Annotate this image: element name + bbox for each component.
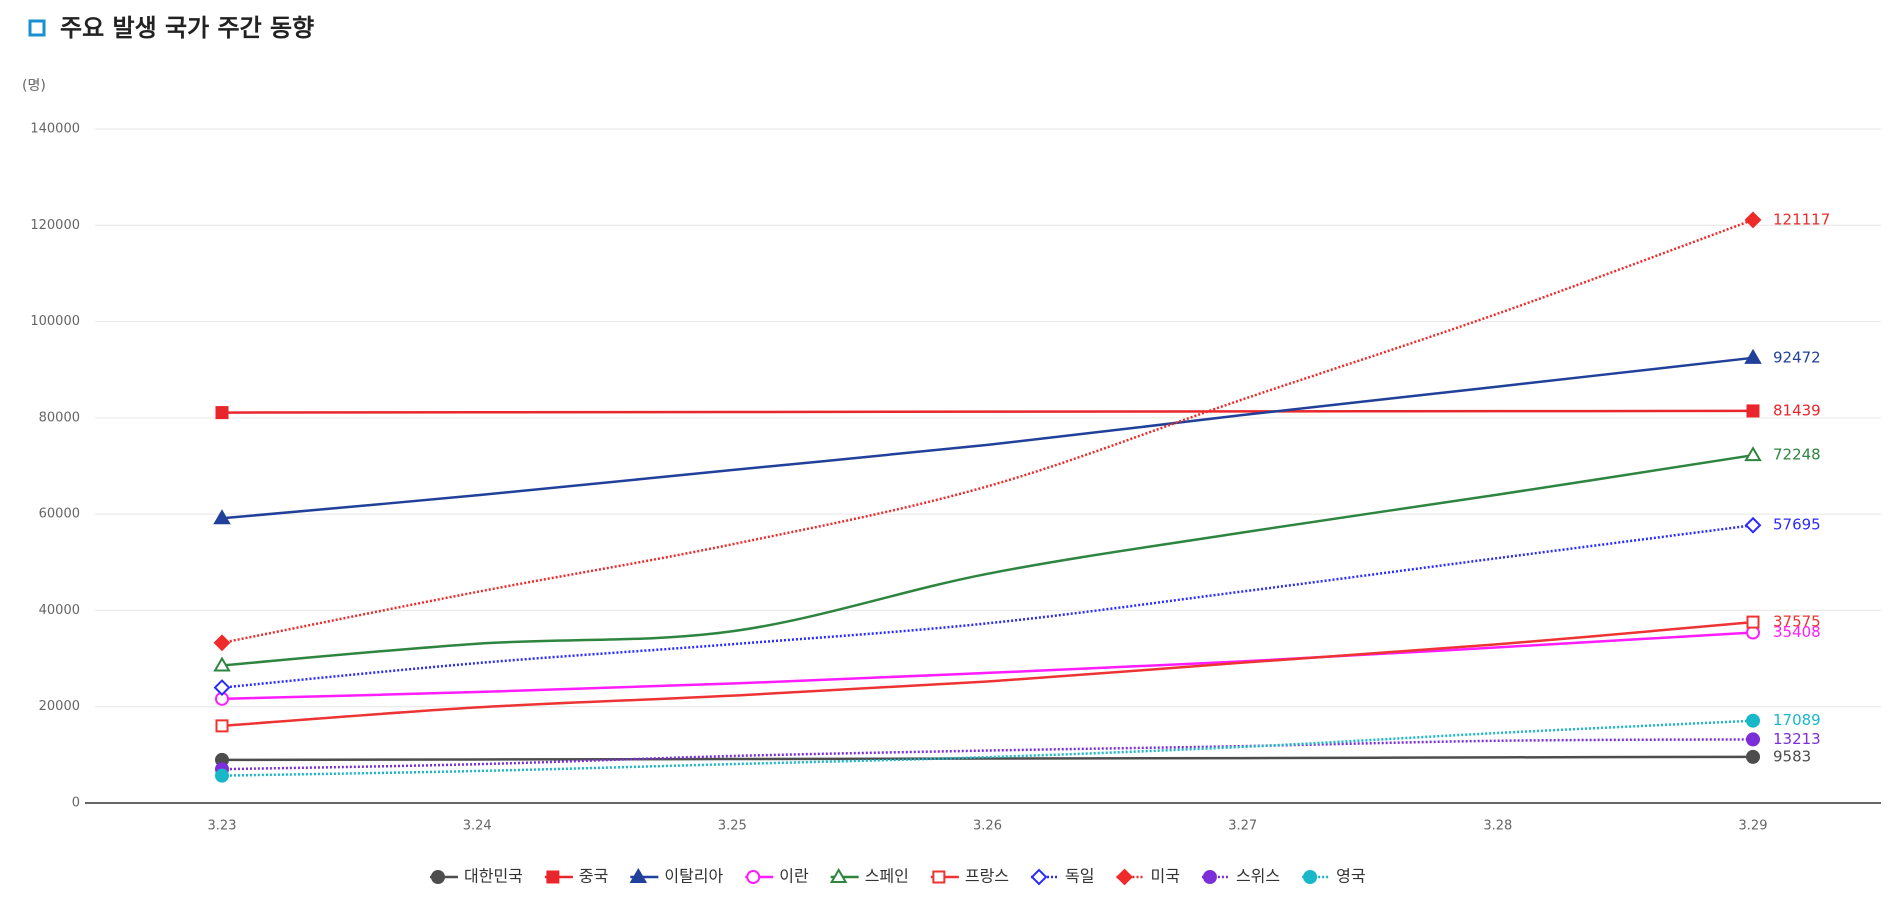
data-label: 9583 [1773, 747, 1811, 765]
data-label: 72248 [1773, 446, 1821, 464]
series-line [221, 409, 1754, 414]
legend-item[interactable]: 독일 [1030, 867, 1094, 886]
marker [1030, 868, 1048, 886]
y-tick-label: 40000 [39, 603, 80, 618]
data-label: 37575 [1773, 613, 1821, 631]
marker [213, 509, 231, 525]
marker [629, 868, 648, 883]
legend-label: 영국 [1336, 867, 1365, 886]
marker [1303, 870, 1318, 884]
y-unit: (명) [22, 78, 46, 94]
x-tick-label: 3.27 [1228, 819, 1257, 834]
marker [213, 634, 231, 652]
marker [1746, 615, 1760, 629]
legend-item[interactable]: 미국 [1116, 867, 1180, 886]
series-line [221, 738, 1754, 771]
marker [1746, 732, 1760, 747]
y-tick-label: 20000 [39, 699, 80, 714]
legend-item[interactable]: 스위스 [1201, 867, 1280, 886]
data-label: 17089 [1773, 711, 1821, 729]
marker [213, 656, 231, 672]
series-line [221, 755, 1754, 762]
marker [1116, 868, 1133, 886]
x-tick-label: 3.23 [208, 819, 237, 834]
marker [1746, 404, 1760, 418]
marker [1744, 348, 1762, 364]
marker [932, 870, 946, 884]
series-line [221, 453, 1754, 667]
legend-label: 스위스 [1236, 867, 1280, 886]
title-icon [28, 19, 46, 37]
legend-item[interactable]: 이란 [745, 867, 809, 886]
x-tick-label: 3.26 [973, 819, 1002, 834]
data-label: 13213 [1773, 730, 1821, 748]
marker [829, 868, 848, 883]
marker [213, 679, 231, 696]
y-tick-label: 0 [72, 796, 80, 811]
y-tick-label: 120000 [30, 218, 80, 233]
marker [746, 870, 761, 884]
data-label: 121117 [1773, 210, 1830, 228]
data-label: 57695 [1773, 516, 1821, 534]
marker [546, 870, 560, 884]
legend-item[interactable]: 프랑스 [930, 867, 1009, 886]
series-line [221, 620, 1754, 728]
legend-item[interactable]: 영국 [1302, 867, 1366, 886]
legend-label: 이란 [779, 867, 809, 886]
series-line [221, 356, 1754, 520]
series-line [221, 719, 1754, 777]
series-line [221, 631, 1754, 701]
legend-item[interactable]: 대한민국 [430, 867, 523, 886]
marker [1202, 870, 1217, 884]
legend-item[interactable]: 스페인 [829, 867, 909, 886]
legend-label: 이탈리아 [664, 867, 723, 886]
y-tick-label: 140000 [30, 122, 80, 137]
legend-label: 프랑스 [965, 867, 1009, 886]
marker [1744, 516, 1762, 534]
legend-item[interactable]: 이탈리아 [629, 867, 724, 886]
legend-label: 스페인 [865, 867, 909, 886]
x-tick-label: 3.29 [1739, 819, 1768, 834]
y-tick-label: 60000 [39, 507, 80, 522]
marker [215, 768, 229, 783]
x-tick-label: 3.25 [718, 819, 747, 834]
legend-label: 대한민국 [464, 867, 523, 886]
data-label: 92472 [1773, 348, 1821, 366]
chart-title: 주요 발생 국가 주간 동향 [60, 14, 314, 42]
y-tick-label: 100000 [30, 314, 80, 329]
marker [431, 870, 445, 884]
legend-label: 미국 [1150, 867, 1179, 886]
data-label: 81439 [1773, 401, 1821, 419]
legend-label: 독일 [1065, 867, 1094, 886]
x-tick-label: 3.24 [463, 819, 492, 834]
marker [215, 719, 229, 733]
marker [1744, 211, 1762, 229]
series-line [221, 524, 1754, 689]
marker [215, 406, 229, 420]
series-line [221, 218, 1754, 645]
y-tick-label: 80000 [39, 410, 80, 425]
marker [1744, 446, 1762, 462]
legend-item[interactable]: 중국 [544, 867, 608, 886]
marker [1746, 749, 1760, 764]
legend-label: 중국 [579, 867, 608, 886]
data-label: 35408 [1773, 623, 1821, 641]
x-tick-label: 3.28 [1483, 819, 1512, 834]
marker [1746, 713, 1760, 728]
